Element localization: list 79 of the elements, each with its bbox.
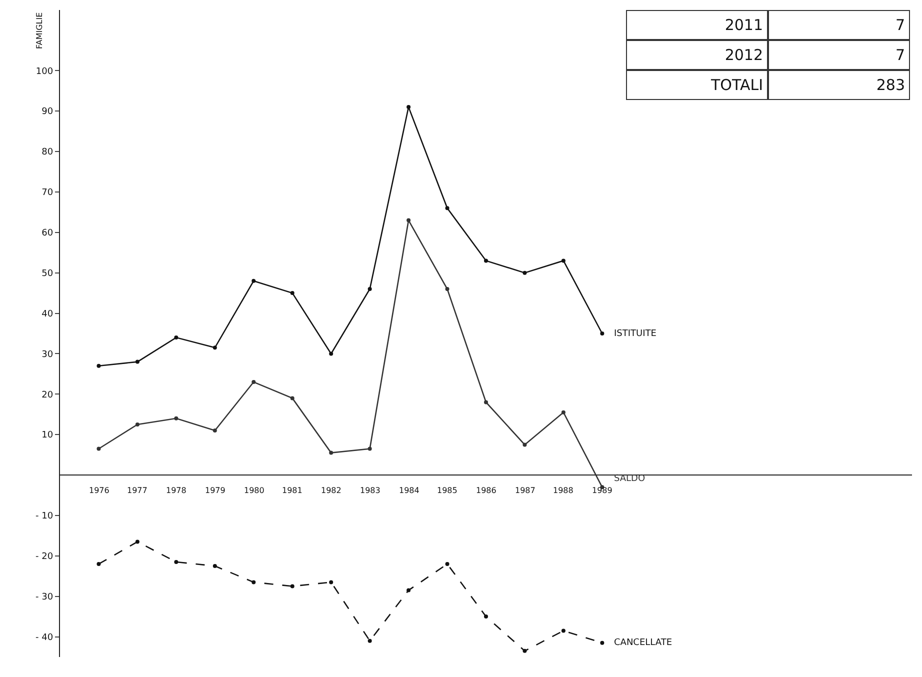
y-axis-title: FAMIGLIE xyxy=(35,12,44,49)
point xyxy=(329,580,334,584)
point xyxy=(174,416,178,420)
point xyxy=(329,352,334,356)
y-tick-label: 10 xyxy=(42,430,54,441)
point xyxy=(561,258,566,263)
point xyxy=(445,562,450,566)
point xyxy=(290,584,294,588)
point xyxy=(561,410,566,414)
y-tick-label: 50 xyxy=(42,268,54,279)
point xyxy=(252,278,256,283)
x-tick-label: 1980 xyxy=(244,486,264,495)
point xyxy=(96,364,101,368)
y-tick-label: - 20 xyxy=(36,552,54,562)
y-tick-label: 30 xyxy=(42,350,54,360)
y-tick-label: - 10 xyxy=(36,512,54,522)
point xyxy=(406,218,411,222)
point xyxy=(290,291,294,296)
point xyxy=(96,446,101,451)
annotation: 7 xyxy=(895,16,905,34)
y-tick-label: 100 xyxy=(36,66,54,77)
series-label: ISTITUITE xyxy=(614,329,657,339)
x-tick-label: 1977 xyxy=(127,486,148,495)
x-tick-label: 1988 xyxy=(553,486,574,495)
y-tick-label: 90 xyxy=(42,107,54,118)
point xyxy=(252,580,256,584)
point xyxy=(290,396,294,400)
point xyxy=(484,258,488,263)
point xyxy=(600,640,604,645)
point xyxy=(174,336,178,340)
point xyxy=(212,428,217,433)
point xyxy=(522,648,527,653)
point xyxy=(174,560,178,564)
point xyxy=(561,628,566,633)
point xyxy=(484,400,488,404)
y-tick-label: 80 xyxy=(42,148,54,158)
x-tick-label: 1979 xyxy=(205,486,226,495)
x-tick-label: 1986 xyxy=(476,486,496,495)
point xyxy=(96,562,101,566)
x-tick-label: 1982 xyxy=(321,486,342,495)
y-tick-label: 70 xyxy=(42,188,54,198)
point xyxy=(368,638,372,643)
point xyxy=(522,270,527,275)
point xyxy=(600,332,604,336)
x-tick-label: 1989 xyxy=(592,486,612,495)
point xyxy=(445,206,450,210)
x-tick-label: 1987 xyxy=(515,486,536,495)
point xyxy=(368,446,372,451)
point xyxy=(252,380,256,384)
point xyxy=(212,564,217,568)
point xyxy=(135,360,140,364)
series-label: SALDO xyxy=(614,474,646,484)
point xyxy=(135,422,140,426)
annotation: 283 xyxy=(876,76,905,94)
annotation: 2011 xyxy=(724,16,763,34)
x-tick-label: 1981 xyxy=(282,486,302,495)
point xyxy=(368,287,372,292)
annotation: 2012 xyxy=(724,46,763,64)
y-tick-label: 60 xyxy=(42,228,54,239)
series-label: CANCELLATE xyxy=(614,638,672,648)
y-tick-label: - 40 xyxy=(36,632,54,643)
point xyxy=(445,287,450,292)
point xyxy=(406,588,411,592)
x-tick-label: 1983 xyxy=(360,486,380,495)
y-tick-label: 20 xyxy=(42,390,54,400)
point xyxy=(329,450,334,455)
y-tick-label: - 30 xyxy=(36,592,54,602)
x-tick-label: 1976 xyxy=(89,486,110,495)
point xyxy=(135,540,140,544)
y-tick-label: 40 xyxy=(42,309,54,320)
point xyxy=(212,346,217,350)
annotation: 7 xyxy=(895,46,905,64)
annotation: TOTALI xyxy=(710,76,763,94)
x-tick-label: 1984 xyxy=(399,486,420,495)
x-tick-label: 1985 xyxy=(437,486,458,495)
x-tick-label: 1978 xyxy=(166,486,186,495)
point xyxy=(406,105,411,110)
point xyxy=(484,614,488,619)
point xyxy=(522,442,527,447)
